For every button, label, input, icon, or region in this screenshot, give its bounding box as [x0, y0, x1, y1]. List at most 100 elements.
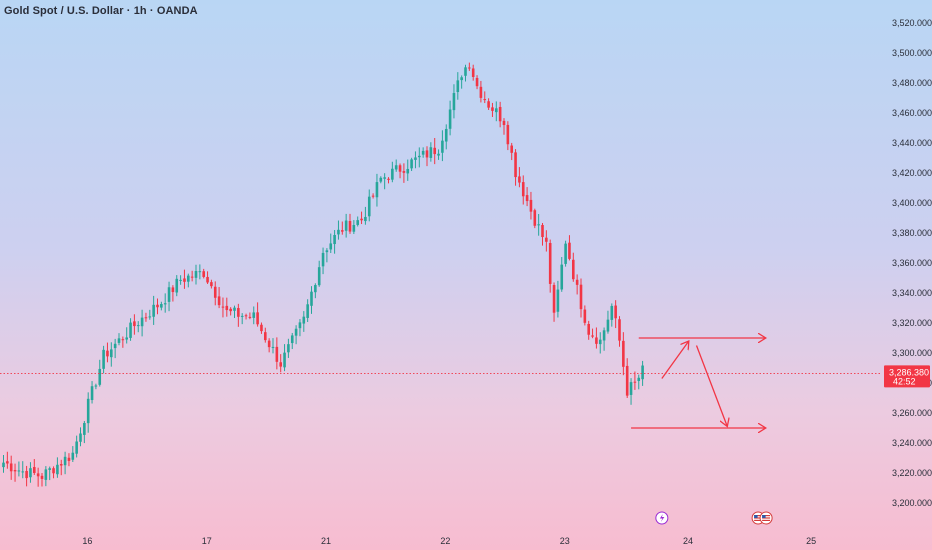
candle-body [94, 385, 98, 387]
candle-body [495, 108, 498, 113]
candle-body [133, 321, 136, 327]
candle-body [356, 220, 359, 225]
time-tick-label: 21 [321, 536, 331, 546]
candle-body [294, 328, 298, 336]
candle-body [44, 469, 48, 480]
candle-body [9, 463, 13, 472]
candle-body [525, 195, 529, 202]
lightning-icon [655, 511, 669, 525]
candle-body [102, 349, 105, 369]
candle-body [591, 335, 594, 337]
candle-body [572, 259, 575, 280]
countdown-label: 42:52 [893, 376, 916, 386]
candle-body [86, 398, 90, 424]
candle-body [618, 319, 621, 341]
candle-body [302, 316, 306, 324]
candle-body [437, 153, 440, 156]
candle-body [48, 468, 51, 470]
current-price-box [884, 365, 930, 388]
candle-body [187, 275, 190, 282]
candle-body [140, 317, 144, 327]
candle-body [448, 109, 452, 129]
candle-body [148, 316, 152, 318]
candle-body [625, 365, 629, 396]
candle-body [233, 307, 236, 311]
candle-body [221, 306, 225, 308]
candle-body [425, 150, 429, 158]
price-tick-label: 3,260.000 [892, 408, 932, 418]
candle-body [394, 165, 398, 170]
time-tick-label: 22 [440, 536, 450, 546]
candle-body [641, 365, 644, 380]
candle-body [13, 470, 17, 472]
candle-body [40, 475, 44, 479]
annotations [0, 338, 880, 428]
candle-body [341, 230, 344, 232]
price-tick-label: 3,360.000 [892, 258, 932, 268]
candle-body [360, 218, 363, 221]
price-tick-label: 3,240.000 [892, 438, 932, 448]
candle-body [90, 386, 94, 401]
candle-body [144, 317, 148, 319]
candle-body [237, 308, 240, 317]
candle-body [152, 304, 155, 317]
candle-body [225, 305, 229, 311]
candle-body [498, 106, 502, 122]
candle-body [194, 271, 198, 278]
candle-body [117, 338, 121, 343]
candle-body [2, 462, 5, 468]
candle-body [279, 362, 282, 367]
candle-body [398, 165, 402, 172]
candle-body [290, 335, 294, 344]
price-tick-label: 3,300.000 [892, 348, 932, 358]
price-axis[interactable]: 3,520.000 3,500.000 3,480.000 3,460.000 3,44… [884, 18, 932, 508]
time-tick-label: 16 [82, 536, 92, 546]
candle-body [314, 285, 317, 293]
price-tick-label: 3,220.000 [892, 468, 932, 478]
candle-body [402, 171, 406, 173]
candle-body [160, 304, 163, 308]
candle-body [110, 349, 113, 358]
candle-body [210, 282, 213, 287]
candle-body [217, 296, 221, 306]
price-tick-label: 3,480.000 [892, 78, 932, 88]
candle-body [429, 147, 433, 158]
current-price-label: 3,286.380 [889, 367, 929, 377]
candle-body [637, 377, 641, 382]
candle-body [6, 461, 9, 464]
candle-body [391, 168, 394, 180]
candle-body [325, 250, 329, 253]
candle-body [579, 284, 583, 310]
event-icons[interactable] [655, 511, 773, 525]
price-tick-label: 3,340.000 [892, 288, 932, 298]
candle-body [510, 145, 513, 153]
candle-body [202, 271, 205, 277]
candle-body [414, 157, 417, 160]
candle-body [206, 276, 209, 283]
candle-body [475, 77, 479, 87]
candle-body [136, 325, 140, 327]
time-axis[interactable]: 16 17 21 22 23 24 25 [82, 536, 816, 546]
candle-body [321, 252, 325, 267]
candle-body [541, 224, 544, 238]
candle-body [379, 177, 383, 182]
candle-body [418, 155, 421, 158]
candle-body [98, 368, 102, 385]
candle-body [56, 464, 59, 475]
candle-body [441, 140, 444, 153]
candle-body [125, 337, 128, 340]
candles [2, 62, 644, 487]
candle-body [156, 304, 159, 308]
candle-body [633, 381, 637, 383]
candle-body [59, 464, 63, 466]
candle-body [464, 67, 467, 76]
candle-body [387, 178, 390, 180]
candle-body [252, 312, 256, 318]
price-tick-label: 3,420.000 [892, 168, 932, 178]
candle-body [171, 287, 175, 293]
chart-title: Gold Spot / U.S. Dollar · 1h · OANDA [4, 5, 198, 17]
candle-body [106, 350, 109, 357]
candle-body [575, 279, 579, 285]
candle-body [583, 309, 587, 323]
